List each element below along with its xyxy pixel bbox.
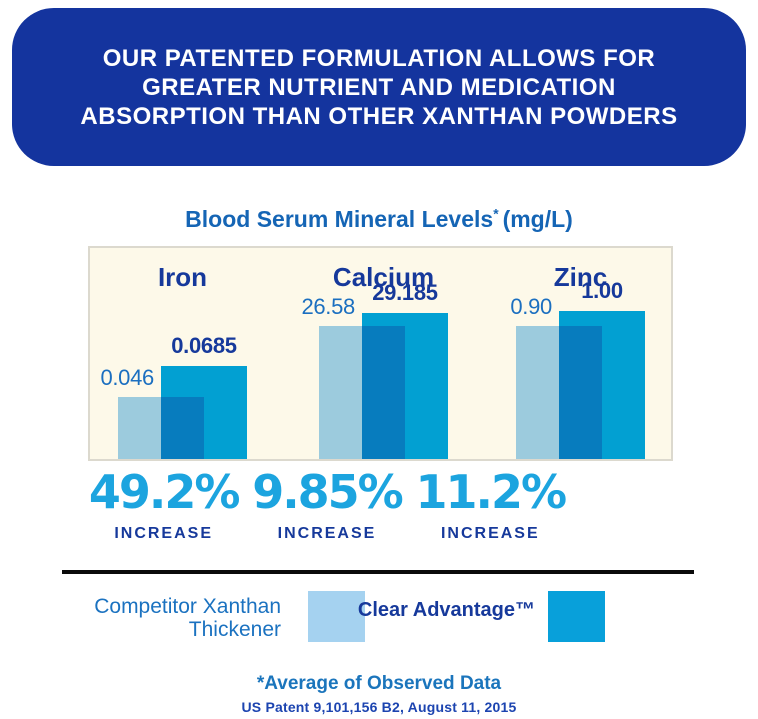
- value-label-competitor-iron: 0.046: [100, 365, 154, 390]
- increase-percent-iron: 49.2%: [88, 465, 241, 519]
- chart-panel: Iron 0.046 0.0685 Calcium 26.58 29.185 Z…: [88, 246, 673, 461]
- category-label-zinc: Zinc: [553, 262, 608, 292]
- legend-clear-advantage-swatch: [548, 591, 605, 642]
- increase-stat-iron: 49.2% INCREASE: [82, 466, 245, 543]
- value-label-clear-advantage-iron: 0.0685: [171, 333, 237, 358]
- legend-competitor-line-1: Competitor Xanthan: [94, 595, 281, 618]
- header-headline: OUR PATENTED FORMULATION ALLOWS FOR GREA…: [80, 44, 677, 131]
- chart-title-units: (mg/L): [502, 206, 573, 232]
- legend-competitor-label: Competitor Xanthan Thickener: [94, 595, 281, 641]
- bar-group-calcium: Calcium 26.58 29.185: [90, 248, 671, 459]
- bar-overlap-zinc: [559, 326, 602, 459]
- value-label-clear-advantage-zinc: 1.00: [581, 278, 623, 303]
- header-banner: OUR PATENTED FORMULATION ALLOWS FOR GREA…: [12, 8, 746, 166]
- legend-competitor-swatch: [308, 591, 365, 642]
- chart-title-asterisk: *: [493, 206, 499, 222]
- legend-competitor-line-2: Thickener: [188, 618, 281, 641]
- increase-percent-calcium: 9.85%: [252, 465, 404, 519]
- header-line-3: ABSORPTION THAN OTHER XANTHAN POWDERS: [80, 102, 678, 130]
- chart-title-main: Blood Serum Mineral Levels: [185, 206, 494, 232]
- footnote-patent: US Patent 9,101,156 B2, August 11, 2015: [241, 699, 517, 715]
- bar-overlap-calcium: [362, 326, 405, 459]
- increase-stat-zinc: 11.2% INCREASE: [409, 466, 572, 543]
- value-label-competitor-zinc: 0.90: [510, 294, 552, 319]
- increase-label-iron: INCREASE: [114, 525, 213, 542]
- chart-title: Blood Serum Mineral Levels* (mg/L): [0, 206, 758, 233]
- legend-clear-advantage-label: Clear Advantage™: [357, 599, 535, 621]
- bar-group-iron: Iron 0.046 0.0685: [90, 248, 671, 459]
- increase-label-zinc: INCREASE: [440, 525, 540, 542]
- increase-label-calcium: INCREASE: [277, 525, 377, 542]
- increase-percent-zinc: 11.2%: [415, 465, 568, 519]
- increase-stat-calcium: 9.85% INCREASE: [245, 466, 408, 543]
- footnote-average: *Average of Observed Data: [256, 673, 502, 694]
- value-label-clear-advantage-calcium: 29.185: [372, 280, 438, 305]
- header-line-2: GREATER NUTRIENT AND MEDICATION: [142, 73, 616, 101]
- increase-stats-row: 49.2% INCREASE 9.85% INCREASE 11.2% INCR…: [82, 466, 572, 543]
- bar-overlap-iron: [161, 397, 204, 459]
- category-label-calcium: Calcium: [332, 262, 435, 292]
- value-label-competitor-calcium: 26.58: [301, 294, 355, 319]
- divider-line: [62, 570, 694, 574]
- category-label-iron: Iron: [157, 262, 208, 292]
- header-line-1: OUR PATENTED FORMULATION ALLOWS FOR: [102, 44, 656, 72]
- bar-group-zinc: Zinc 0.90 1.00: [90, 248, 671, 459]
